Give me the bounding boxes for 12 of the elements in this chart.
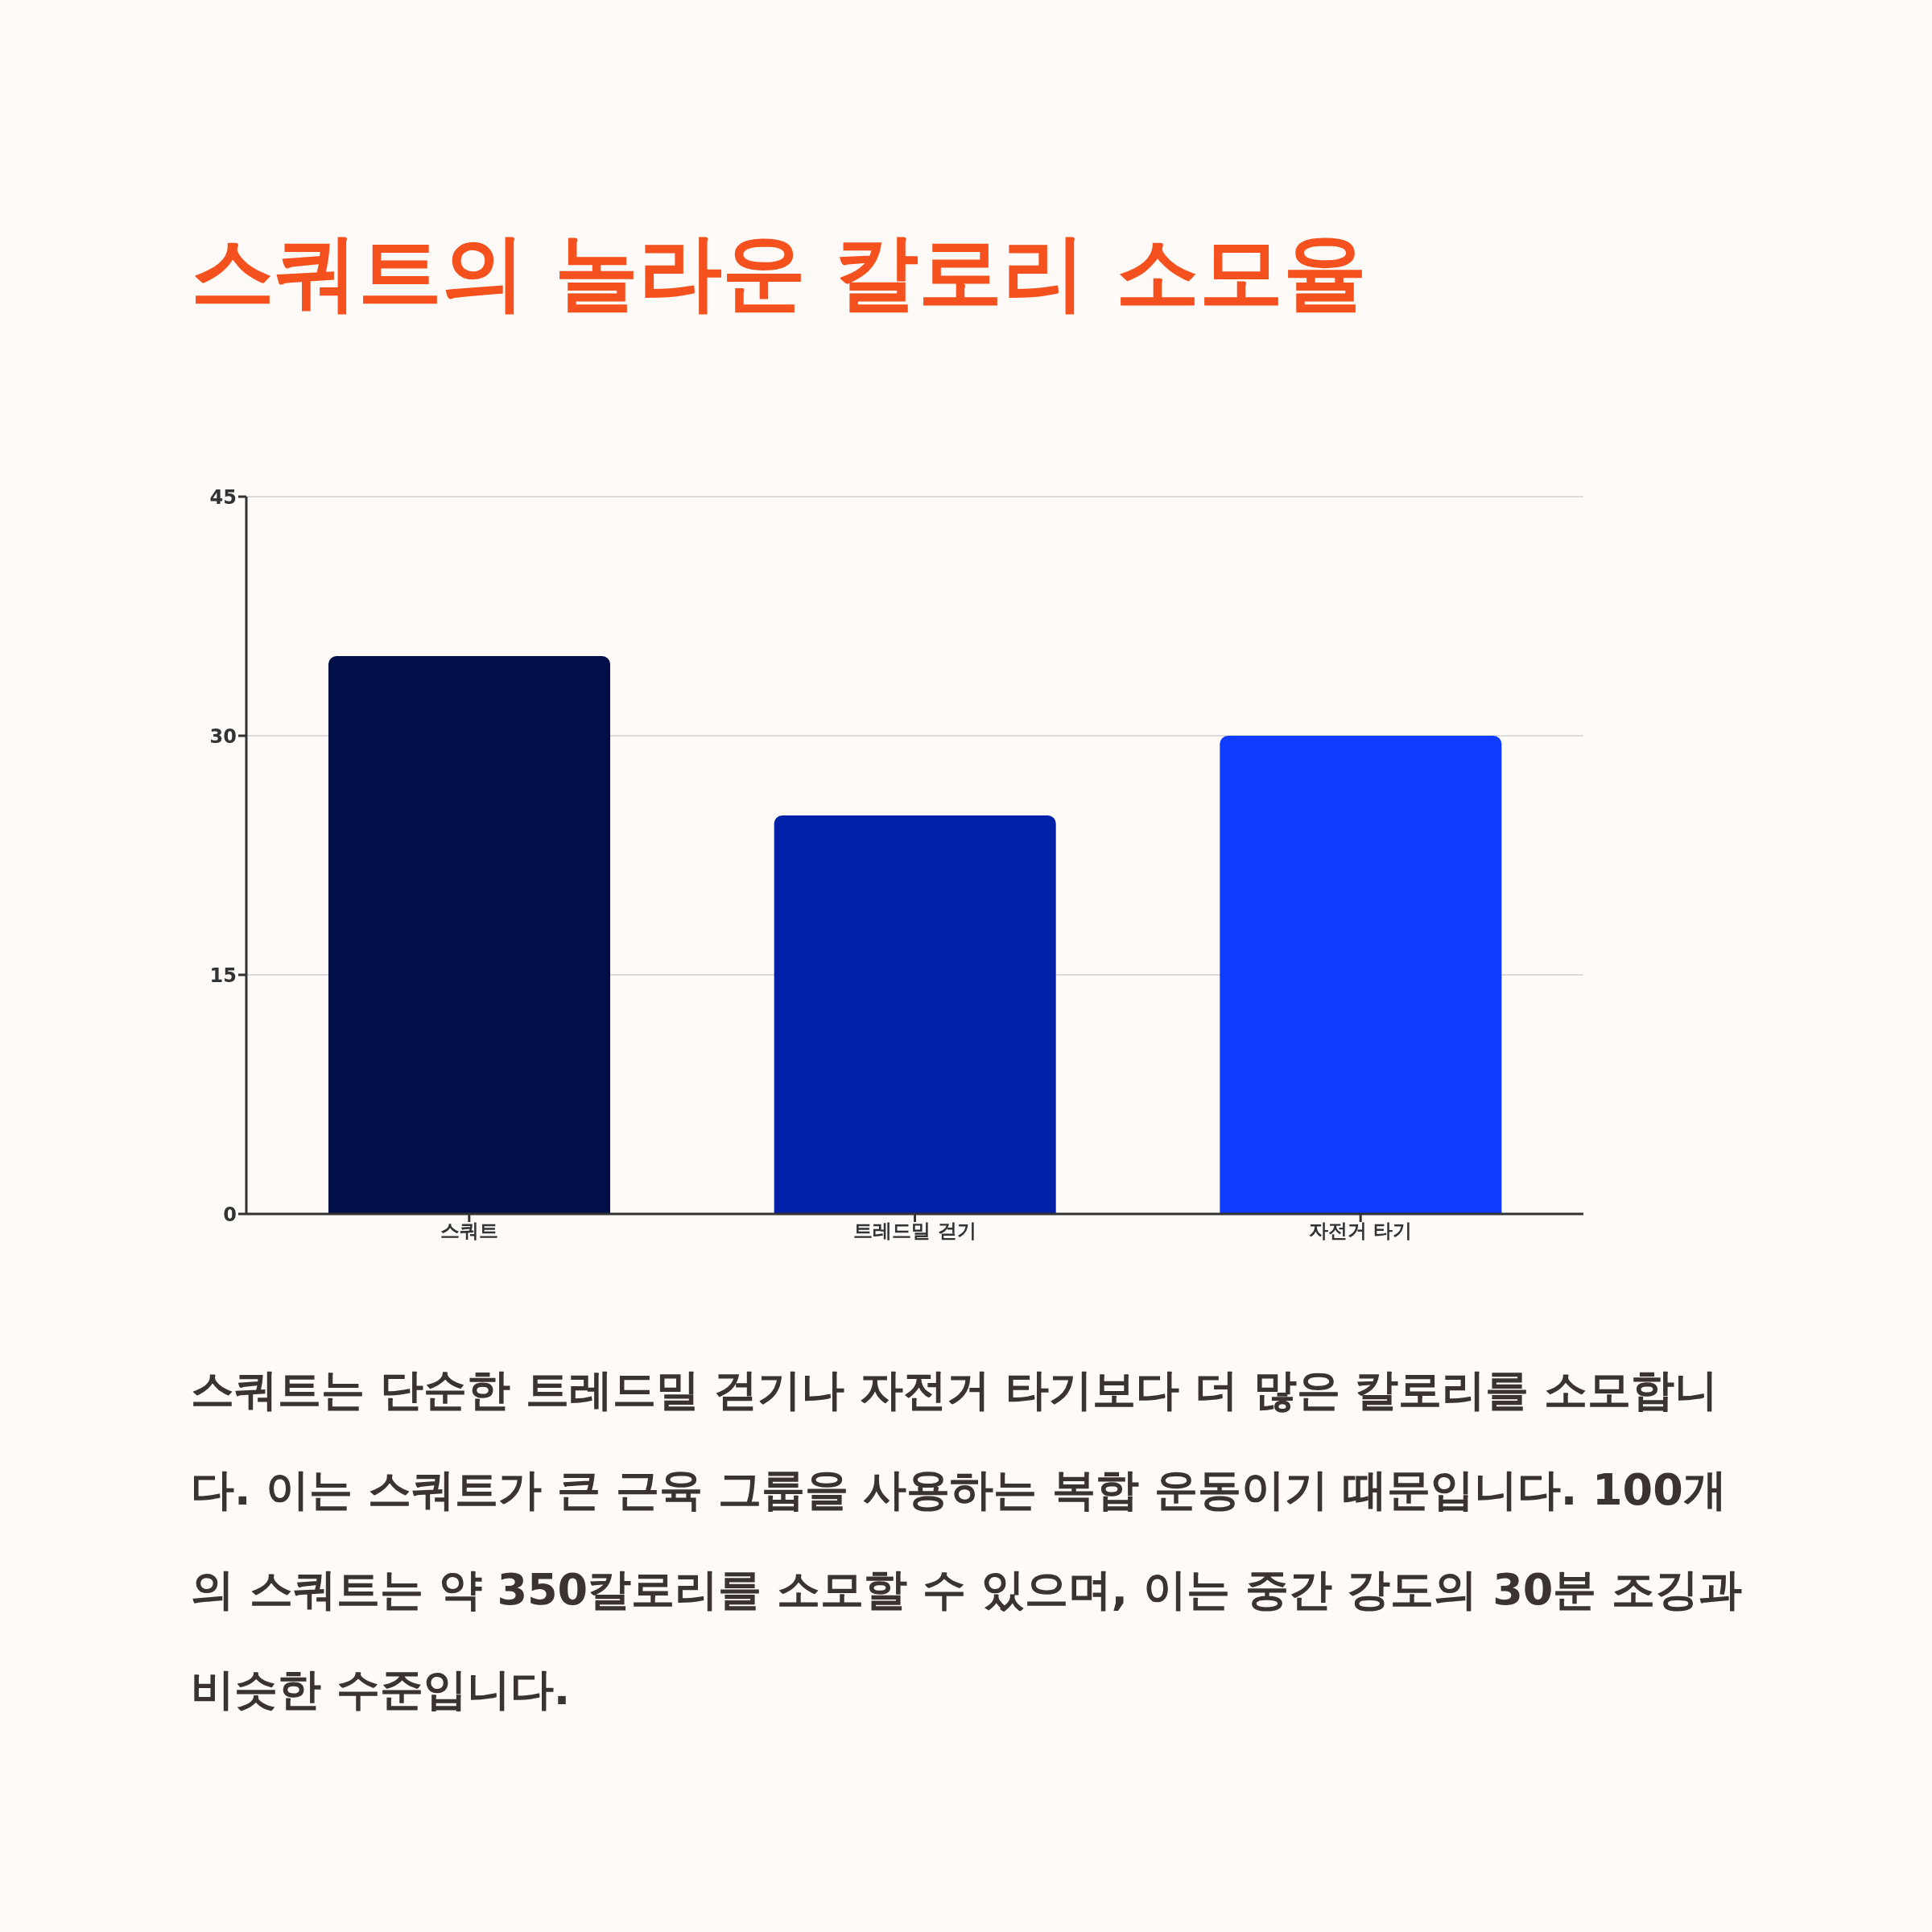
bar: [774, 815, 1056, 1214]
y-tick-label: 45: [209, 485, 237, 509]
x-tick-label: 트레드밀 걷기: [853, 1220, 976, 1243]
x-tick-label: 자전거 타기: [1308, 1220, 1413, 1243]
x-tick-label: 스쿼트: [440, 1220, 498, 1243]
y-tick-label: 30: [209, 724, 237, 748]
text: 스쿼트는 단순한 트레드밀 걷기나 자전거 타기보다 더 많은 칼로리를 소모합니다. 이는 스쿼트가 큰 근육 그룹을 사용하는 복합 운동이기 때문입니다. 100개의 스쿼트는 약 350칼로리를 소모할 수 있으며, 이는 중간 강도의 30분 조깅과 비슷한 수준입니다.: [191, 1364, 1744, 1716]
bar: [328, 656, 610, 1214]
bar: [1220, 736, 1502, 1214]
y-tick-label: 0: [223, 1203, 237, 1226]
y-tick-label: 15: [209, 964, 237, 987]
chart-title: 스쿼트의 놀라운 칼로리 소모율: [191, 222, 1367, 323]
